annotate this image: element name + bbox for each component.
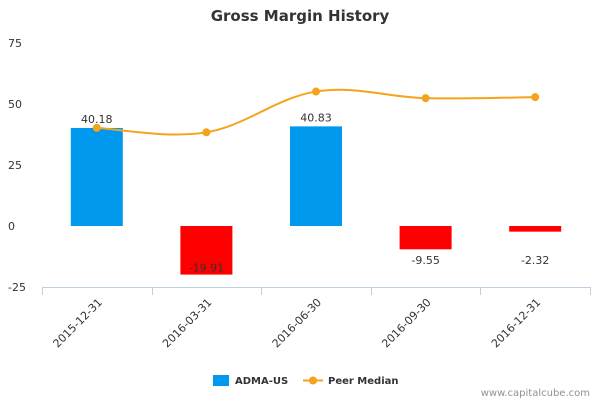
y-tick-label: -25 (8, 281, 26, 294)
data-label-2016-03-31: -19.91 (189, 262, 224, 275)
credit-text: www.capitalcube.com (481, 388, 590, 399)
legend-swatch-adma[interactable] (213, 375, 229, 386)
y-tick-label: 50 (8, 98, 22, 111)
data-label-2015-12-31: 40.18 (81, 113, 113, 126)
peer-median-point-2016-03-31[interactable] (202, 128, 211, 137)
legend-label-adma[interactable]: ADMA-US (235, 376, 288, 387)
chart-title: Gross Margin History (211, 7, 390, 25)
legend-swatch-peer-median-marker[interactable] (309, 376, 317, 385)
data-labels: 40.18 -19.91 40.83 -9.55 -2.32 (81, 111, 549, 274)
x-tick-label: 2016-03-31 (160, 296, 214, 350)
bar-2016-03-31[interactable] (180, 226, 233, 275)
data-label-2016-12-31: -2.32 (521, 254, 549, 267)
y-axis: 75 50 25 0 -25 (8, 37, 26, 294)
x-tick-label: 2016-12-31 (489, 296, 543, 350)
y-tick-label: 25 (8, 159, 22, 172)
bar-2016-09-30[interactable] (399, 226, 452, 250)
y-tick-label: 0 (8, 220, 15, 233)
peer-median-point-2016-09-30[interactable] (421, 94, 430, 103)
legend[interactable]: ADMA-US Peer Median (213, 375, 399, 387)
x-tick-label: 2016-09-30 (379, 296, 433, 350)
bar-series (70, 126, 562, 275)
peer-median-point-2015-12-31[interactable] (92, 123, 101, 132)
x-tick-labels: 2015-12-31 2016-03-31 2016-06-30 2016-09-30… (51, 296, 544, 350)
data-label-2016-09-30: -9.55 (411, 254, 439, 267)
x-tick-label: 2016-06-30 (270, 296, 324, 350)
bar-2016-12-31[interactable] (509, 226, 562, 232)
peer-median-point-2016-12-31[interactable] (531, 93, 540, 102)
peer-median-series (92, 87, 540, 137)
x-axis (42, 287, 591, 295)
peer-median-point-2016-06-30[interactable] (312, 87, 320, 96)
x-tick-label: 2015-12-31 (51, 296, 105, 350)
y-tick-label: 75 (8, 37, 22, 50)
data-label-2016-06-30: 40.83 (300, 111, 332, 124)
legend-label-peer-median[interactable]: Peer Median (328, 376, 399, 387)
bar-2015-12-31[interactable] (70, 127, 123, 226)
bar-2016-06-30[interactable] (290, 126, 342, 226)
